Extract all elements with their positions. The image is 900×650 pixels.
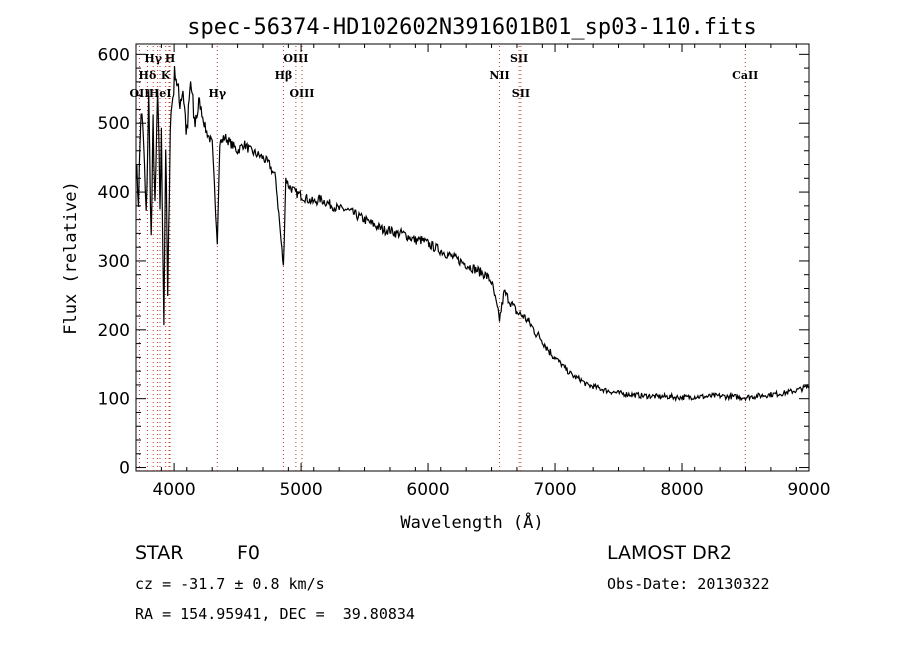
spectral-line-label: Hγ bbox=[144, 52, 162, 65]
axis-ticks: 4000 5000 6000 7000 8000 9000 0 100 200 300 400 500… bbox=[98, 44, 831, 500]
survey-label: LAMOST DR2 bbox=[607, 542, 732, 564]
y-axis-label: Flux (relative) bbox=[61, 181, 81, 335]
spectrum-line bbox=[135, 65, 810, 403]
spectral-line-label: OII bbox=[129, 87, 149, 100]
spectral-line-label: NII bbox=[489, 69, 509, 82]
class-label: STAR bbox=[135, 542, 184, 564]
spectral-line-label: Hβ bbox=[275, 69, 293, 82]
x-tick-label-3: 7000 bbox=[533, 480, 576, 500]
plot-frame bbox=[135, 43, 810, 472]
spectral-line-label: OIII bbox=[283, 52, 308, 65]
spectral-line-label: H bbox=[165, 52, 175, 65]
spectral-line-label: I bbox=[166, 87, 171, 100]
x-tick-label-2: 6000 bbox=[406, 480, 449, 500]
y-tick-label-5: 500 bbox=[98, 114, 130, 134]
spectral-line-label: OIII bbox=[289, 87, 314, 100]
subclass-label: F0 bbox=[237, 542, 261, 564]
obs-date-readout: Obs-Date: 20130322 bbox=[607, 575, 770, 593]
chart-title: spec-56374-HD102602N391601B01_sp03-110.f… bbox=[187, 15, 757, 40]
coordinates-readout: RA = 154.95941, DEC = 39.80834 bbox=[135, 605, 415, 623]
x-tick-label-1: 5000 bbox=[279, 480, 322, 500]
y-tick-label-4: 400 bbox=[98, 183, 130, 203]
spectral-line-label: SII bbox=[512, 87, 530, 100]
y-tick-label-1: 100 bbox=[98, 390, 130, 410]
spectral-line-label: Hγ bbox=[208, 87, 226, 100]
y-tick-label-2: 200 bbox=[98, 321, 130, 341]
y-tick-label-0: 0 bbox=[119, 459, 130, 479]
spectral-line-label: SII bbox=[510, 52, 528, 65]
y-tick-label-3: 300 bbox=[98, 252, 130, 272]
spectral-line-label: K bbox=[161, 69, 171, 82]
x-tick-label-4: 8000 bbox=[660, 480, 703, 500]
x-axis-label: Wavelength (Å) bbox=[400, 511, 543, 533]
spectral-line-label: Hδ bbox=[139, 69, 157, 82]
spectral-line-label: CaII bbox=[732, 69, 758, 82]
y-tick-label-6: 600 bbox=[98, 45, 130, 65]
redshift-readout: cz = -31.7 ± 0.8 km/s bbox=[135, 575, 325, 593]
x-tick-label-5: 9000 bbox=[787, 480, 830, 500]
x-tick-label-0: 4000 bbox=[152, 480, 195, 500]
